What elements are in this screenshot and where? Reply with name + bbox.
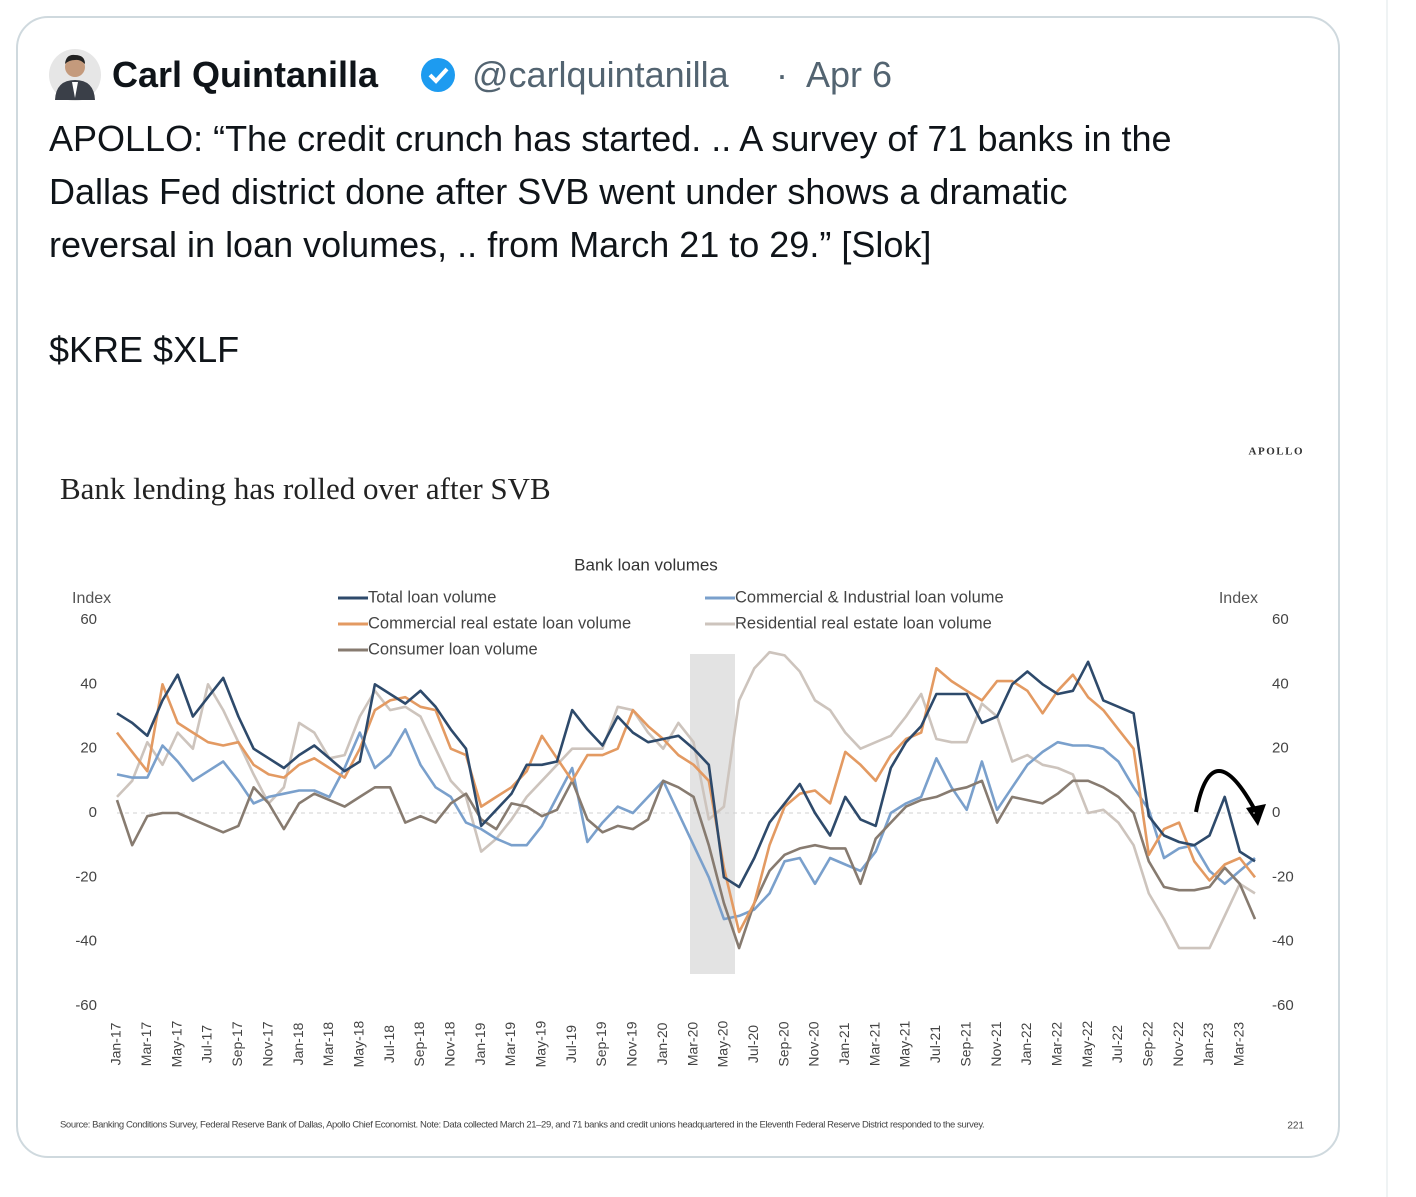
y2-tick-label: 40 (1272, 675, 1289, 692)
x-tick-label: Jan-17 (108, 1022, 124, 1065)
y-tick-label: 60 (80, 611, 97, 628)
y2-tick-label: 20 (1272, 740, 1289, 757)
x-tick-label: Jul-21 (927, 1025, 943, 1063)
y2-tick-label: -20 (1272, 868, 1294, 885)
x-tick-label: Mar-18 (320, 1022, 336, 1067)
x-tick-label: Jul-19 (563, 1025, 579, 1063)
x-tick-label: Mar-21 (866, 1022, 882, 1067)
author-handle[interactable]: @carlquintanilla (472, 54, 729, 95)
tweet-text-line: APOLLO: “The credit crunch has started. … (49, 118, 1172, 159)
y2-tick-label: 60 (1272, 611, 1289, 628)
legend-label: Total loan volume (368, 588, 496, 606)
x-tick-label: May-20 (715, 1020, 731, 1067)
x-tick-label: May-22 (1079, 1020, 1095, 1067)
x-tick-label: Jul-22 (1109, 1025, 1125, 1063)
tweet-card[interactable] (16, 16, 1340, 1158)
source-note: Source: Banking Conditions Survey, Feder… (60, 1120, 984, 1131)
x-tick-label: Jul-20 (745, 1025, 761, 1063)
x-tick-label: Sep-17 (229, 1021, 245, 1066)
series-line (115, 667, 1257, 934)
legend-label: Residential real estate loan volume (735, 614, 992, 632)
x-tick-label: Jan-20 (654, 1022, 670, 1065)
x-tick-label: Sep-21 (957, 1021, 973, 1066)
x-tick-label: Jan-21 (836, 1022, 852, 1065)
x-tick-label: Nov-19 (624, 1021, 640, 1066)
avatar[interactable] (49, 49, 101, 101)
x-tick-label: Sep-20 (775, 1021, 791, 1066)
tweet-date[interactable]: Apr 6 (806, 54, 893, 95)
x-tick-label: Nov-20 (806, 1021, 822, 1066)
chart-title: Bank lending has rolled over after SVB (60, 471, 551, 506)
legend-label: Commercial & Industrial loan volume (735, 588, 1004, 606)
y-tick-label: 20 (80, 740, 97, 757)
tweet-text-line: Dallas Fed district done after SVB went … (49, 171, 1068, 212)
y2-tick-label: -60 (1272, 997, 1294, 1014)
x-tick-label: Jan-19 (472, 1022, 488, 1065)
series-line (116, 728, 1256, 921)
author-name[interactable]: Carl Quintanilla (112, 54, 379, 95)
x-tick-label: Jul-17 (199, 1025, 215, 1063)
y-axis-label: Index (72, 590, 111, 607)
page-number: 221 (1287, 1121, 1304, 1132)
x-tick-label: Mar-19 (502, 1022, 518, 1067)
y-tick-label: -20 (75, 868, 97, 885)
tweet-text-line: $KRE $XLF (49, 329, 240, 370)
series-line (115, 779, 1257, 950)
x-tick-label: May-18 (350, 1020, 366, 1067)
x-tick-label: Mar-17 (138, 1022, 154, 1067)
x-tick-label: Jan-23 (1200, 1022, 1216, 1065)
y-tick-label: -60 (75, 997, 97, 1014)
y-tick-label: 0 (89, 804, 97, 821)
brand: APOLLO (1249, 446, 1304, 458)
x-tick-label: Sep-22 (1139, 1021, 1155, 1066)
divider (1386, 0, 1388, 1197)
x-tick-label: Jan-18 (290, 1022, 306, 1065)
tweet-text-line: reversal in loan volumes, .. from March … (49, 224, 932, 265)
separator: · (776, 54, 788, 95)
y2-tick-label: 0 (1272, 804, 1280, 821)
y2-tick-label: -40 (1272, 933, 1294, 950)
x-tick-label: Nov-22 (1170, 1021, 1186, 1066)
x-tick-label: Sep-19 (593, 1021, 609, 1066)
x-tick-label: Nov-21 (988, 1021, 1004, 1066)
x-tick-label: Jan-22 (1018, 1022, 1034, 1065)
x-tick-label: Jul-18 (381, 1025, 397, 1063)
x-tick-label: Mar-22 (1048, 1022, 1064, 1067)
x-tick-label: Sep-18 (411, 1021, 427, 1066)
x-tick-label: Nov-18 (442, 1021, 458, 1066)
x-tick-label: Mar-20 (684, 1022, 700, 1067)
y-tick-label: 40 (80, 675, 97, 692)
x-tick-label: May-19 (533, 1020, 549, 1067)
x-tick-label: May-17 (168, 1020, 184, 1067)
y-tick-label: -40 (75, 933, 97, 950)
series-line (116, 660, 1256, 889)
series-line (116, 650, 1256, 950)
chart-subtitle: Bank loan volumes (574, 555, 718, 574)
x-tick-label: Mar-23 (1231, 1022, 1247, 1067)
x-tick-label: May-21 (897, 1020, 913, 1067)
legend-label: Commercial real estate loan volume (368, 614, 631, 632)
y2-axis-label: Index (1219, 590, 1258, 607)
verified-badge (421, 58, 455, 92)
annotation-arrow (1194, 769, 1266, 826)
recession-shading (690, 654, 735, 974)
legend-label: Consumer loan volume (368, 640, 538, 658)
x-tick-label: Nov-17 (259, 1021, 275, 1066)
